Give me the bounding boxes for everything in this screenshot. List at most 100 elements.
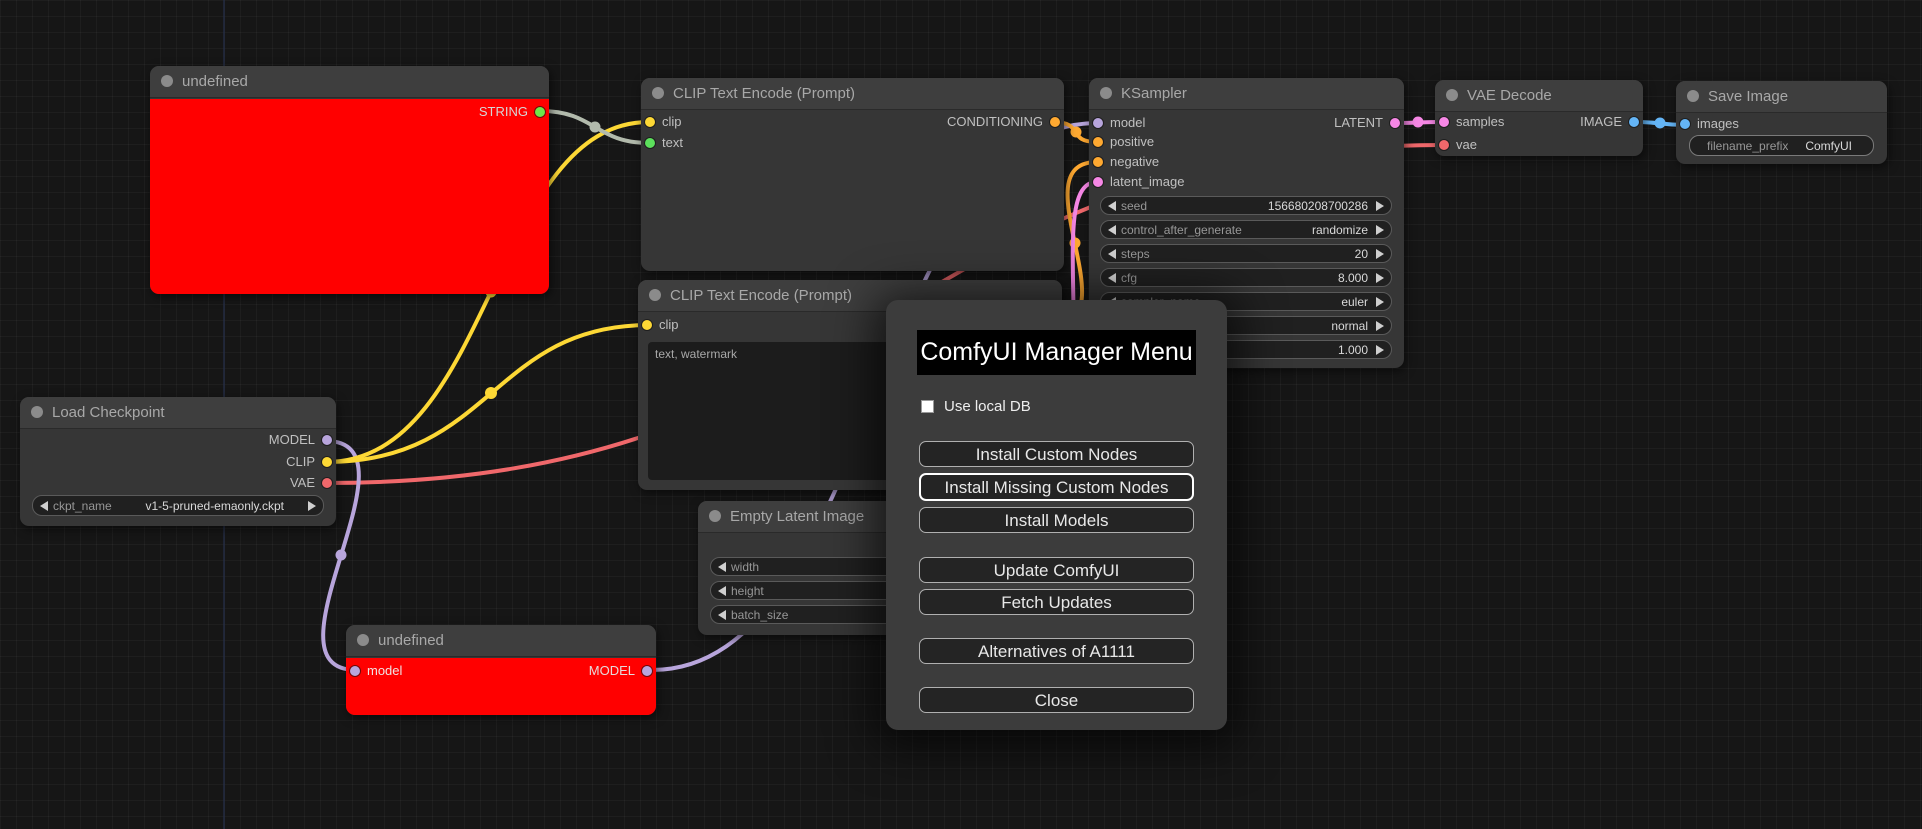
collapse-dot-icon[interactable] [1446, 89, 1458, 101]
clip-port-icon[interactable] [322, 457, 332, 467]
model-port-icon[interactable] [322, 435, 332, 445]
update-comfyui-button[interactable]: Update ComfyUI [919, 557, 1194, 583]
output-slot-latent[interactable]: LATENT [1334, 113, 1400, 133]
model-port-icon[interactable] [350, 666, 360, 676]
string-port-icon[interactable] [535, 107, 545, 117]
seed-widget[interactable]: seed 156680208700286 [1100, 196, 1392, 215]
increment-icon[interactable] [1376, 320, 1384, 331]
output-slot-image[interactable]: IMAGE [1580, 112, 1639, 132]
decrement-icon[interactable] [718, 561, 726, 572]
install-custom-nodes-button[interactable]: Install Custom Nodes [919, 441, 1194, 467]
node-title: Save Image [1708, 88, 1789, 105]
input-slot-vae[interactable]: vae [1439, 135, 1477, 155]
node-title: undefined [378, 632, 444, 649]
latent-port-icon[interactable] [1093, 177, 1103, 187]
node-clip-text-encode-1[interactable]: CLIP Text Encode (Prompt) clip text COND… [641, 78, 1064, 271]
latent-port-icon[interactable] [1439, 117, 1449, 127]
vae-port-icon[interactable] [1439, 140, 1449, 150]
model-port-icon[interactable] [642, 666, 652, 676]
node-title: Load Checkpoint [52, 404, 165, 421]
dialog-title: ComfyUI Manager Menu [917, 330, 1196, 375]
input-slot-model[interactable]: model [350, 661, 402, 681]
comfyui-manager-dialog: ComfyUI Manager Menu Use local DB Instal… [886, 300, 1227, 730]
latent-port-icon[interactable] [1390, 118, 1400, 128]
control-after-generate-widget[interactable]: control_after_generate randomize [1100, 220, 1392, 239]
collapse-dot-icon[interactable] [31, 406, 43, 418]
conditioning-port-icon[interactable] [1050, 117, 1060, 127]
increment-icon[interactable] [1376, 272, 1384, 283]
collapse-dot-icon[interactable] [161, 75, 173, 87]
increment-icon[interactable] [1376, 224, 1384, 235]
decrement-icon[interactable] [1108, 224, 1116, 235]
output-slot-model[interactable]: MODEL [269, 430, 332, 450]
node-title-bar: Load Checkpoint [20, 397, 336, 429]
install-models-button[interactable]: Install Models [919, 507, 1194, 533]
fetch-updates-button[interactable]: Fetch Updates [919, 589, 1194, 615]
collapse-dot-icon[interactable] [1687, 90, 1699, 102]
collapse-dot-icon[interactable] [652, 87, 664, 99]
next-value-icon[interactable] [308, 500, 316, 511]
decrement-icon[interactable] [1108, 200, 1116, 211]
decrement-icon[interactable] [1108, 272, 1116, 283]
increment-icon[interactable] [1376, 296, 1384, 307]
input-slot-positive[interactable]: positive [1093, 132, 1154, 152]
decrement-icon[interactable] [1108, 248, 1116, 259]
node-vae-decode[interactable]: VAE Decode samples vae IMAGE [1435, 80, 1643, 156]
node-load-checkpoint[interactable]: Load Checkpoint MODEL CLIP VAE ckpt_name… [20, 397, 336, 526]
filename-prefix-widget[interactable]: filename_prefix ComfyUI [1689, 135, 1874, 156]
use-local-db-row: Use local DB [921, 398, 1227, 415]
node-title-bar: KSampler [1089, 78, 1404, 110]
image-port-icon[interactable] [1680, 119, 1690, 129]
input-slot-text[interactable]: text [645, 133, 683, 153]
alternatives-of-a1111-button[interactable]: Alternatives of A1111 [919, 638, 1194, 664]
node-title: VAE Decode [1467, 87, 1552, 104]
node-title-bar: undefined [150, 66, 549, 98]
input-slot-samples[interactable]: samples [1439, 112, 1504, 132]
decrement-icon[interactable] [718, 585, 726, 596]
input-slot-negative[interactable]: negative [1093, 152, 1159, 172]
decrement-icon[interactable] [718, 609, 726, 620]
input-slot-clip[interactable]: clip [645, 112, 682, 132]
string-port-icon[interactable] [645, 138, 655, 148]
output-slot-vae[interactable]: VAE [290, 473, 332, 493]
node-undefined-bottom[interactable]: undefined model MODEL [346, 625, 656, 715]
increment-icon[interactable] [1376, 248, 1384, 259]
collapse-dot-icon[interactable] [357, 634, 369, 646]
collapse-dot-icon[interactable] [1100, 87, 1112, 99]
node-title-bar: undefined [346, 625, 656, 657]
prev-value-icon[interactable] [40, 500, 48, 511]
vae-port-icon[interactable] [322, 478, 332, 488]
conditioning-port-icon[interactable] [1093, 157, 1103, 167]
model-port-icon[interactable] [1093, 118, 1103, 128]
collapse-dot-icon[interactable] [649, 289, 661, 301]
ckpt-name-widget[interactable]: ckpt_name v1-5-pruned-emaonly.ckpt [32, 495, 324, 516]
clip-port-icon[interactable] [645, 117, 655, 127]
clip-port-icon[interactable] [642, 320, 652, 330]
collapse-dot-icon[interactable] [709, 510, 721, 522]
input-slot-images[interactable]: images [1680, 114, 1739, 134]
node-title: CLIP Text Encode (Prompt) [670, 287, 853, 304]
steps-widget[interactable]: steps 20 [1100, 244, 1392, 263]
use-local-db-label: Use local DB [944, 398, 1031, 415]
image-port-icon[interactable] [1629, 117, 1639, 127]
output-slot-conditioning[interactable]: CONDITIONING [947, 112, 1060, 132]
node-title: undefined [182, 73, 248, 90]
output-slot-clip[interactable]: CLIP [286, 452, 332, 472]
increment-icon[interactable] [1376, 344, 1384, 355]
node-undefined-top[interactable]: undefined STRING [150, 66, 549, 294]
increment-icon[interactable] [1376, 200, 1384, 211]
cfg-widget[interactable]: cfg 8.000 [1100, 268, 1392, 287]
input-slot-clip[interactable]: clip [642, 315, 679, 335]
input-slot-model[interactable]: model [1093, 113, 1145, 133]
close-button[interactable]: Close [919, 687, 1194, 713]
input-slot-latent-image[interactable]: latent_image [1093, 172, 1184, 192]
install-missing-custom-nodes-button[interactable]: Install Missing Custom Nodes [919, 473, 1194, 501]
use-local-db-checkbox[interactable] [921, 400, 934, 413]
conditioning-port-icon[interactable] [1093, 137, 1103, 147]
node-save-image[interactable]: Save Image images filename_prefix ComfyU… [1676, 81, 1887, 164]
node-title-bar: VAE Decode [1435, 80, 1643, 112]
output-slot-string[interactable]: STRING [479, 102, 545, 122]
output-slot-model[interactable]: MODEL [589, 661, 652, 681]
node-title-bar: Save Image [1676, 81, 1887, 113]
